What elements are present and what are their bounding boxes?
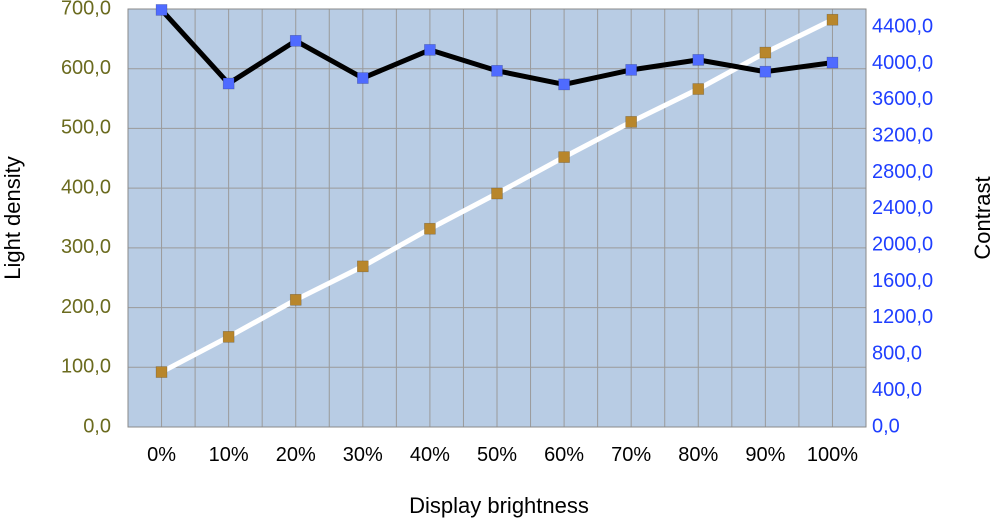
x-axis-title: Display brightness xyxy=(409,493,589,518)
series-1-marker xyxy=(826,56,839,69)
y-left-tick-label: 100,0 xyxy=(61,356,111,378)
y-right-tick-label: 3600,0 xyxy=(872,88,933,110)
y-left-tick-label: 700,0 xyxy=(61,0,111,19)
y-right-tick-label: 1600,0 xyxy=(872,270,933,292)
series-0-marker xyxy=(625,116,637,128)
x-tick-label: 10% xyxy=(209,444,249,466)
y-left-tick-label: 200,0 xyxy=(61,296,111,318)
x-tick-label: 0% xyxy=(147,444,176,466)
y-axis-right-title: Contrast xyxy=(970,176,995,259)
series-0-marker xyxy=(692,83,705,95)
series-1-marker xyxy=(625,64,637,76)
x-tick-label: 40% xyxy=(410,444,450,466)
x-tick-label: 50% xyxy=(477,444,517,466)
x-tick-label: 80% xyxy=(678,444,718,466)
series-0-marker xyxy=(289,294,302,306)
series-0-marker xyxy=(357,260,369,273)
y-right-tick-label: 800,0 xyxy=(872,343,922,365)
series-1-marker xyxy=(692,54,705,66)
series-0-marker xyxy=(155,366,168,378)
series-0-marker xyxy=(491,187,503,200)
series-0-marker xyxy=(826,13,839,26)
series-1-marker xyxy=(759,65,772,78)
y-right-tick-label: 3200,0 xyxy=(872,124,933,146)
y-right-tick-label: 2800,0 xyxy=(872,161,933,183)
series-1-marker xyxy=(289,35,302,47)
series-1-marker xyxy=(558,78,570,91)
y-left-tick-label: 600,0 xyxy=(61,57,111,79)
y-right-tick-label: 400,0 xyxy=(872,379,922,401)
series-1-marker xyxy=(491,64,503,77)
x-tick-label: 30% xyxy=(343,444,383,466)
plot-frame xyxy=(127,8,867,428)
y-right-tick-label: 4000,0 xyxy=(872,52,933,74)
y-right-tick-label: 2400,0 xyxy=(872,197,933,219)
series-1-marker xyxy=(155,4,168,16)
y-left-tick-label: 400,0 xyxy=(61,176,111,198)
series-0-marker xyxy=(558,151,570,163)
y-right-tick-label: 0,0 xyxy=(872,415,900,437)
y-right-tick-label: 1200,0 xyxy=(872,306,933,328)
x-tick-label: 100% xyxy=(807,444,858,466)
series-1-marker xyxy=(222,77,235,90)
series-0-marker xyxy=(759,46,772,59)
y-right-tick-label: 2000,0 xyxy=(872,234,933,256)
series-1-marker xyxy=(357,72,369,84)
y-axis-left-title: Light density xyxy=(0,156,25,280)
series-0-marker xyxy=(222,331,235,343)
y-left-tick-label: 500,0 xyxy=(61,117,111,139)
series-1-marker xyxy=(424,44,436,56)
x-tick-label: 90% xyxy=(745,444,785,466)
y-left-tick-label: 0,0 xyxy=(83,415,111,437)
x-tick-label: 70% xyxy=(611,444,651,466)
x-tick-label: 60% xyxy=(544,444,584,466)
y-right-tick-label: 4400,0 xyxy=(872,15,933,37)
series-0-marker xyxy=(424,222,436,235)
y-left-tick-label: 300,0 xyxy=(61,236,111,258)
x-tick-label: 20% xyxy=(276,444,316,466)
